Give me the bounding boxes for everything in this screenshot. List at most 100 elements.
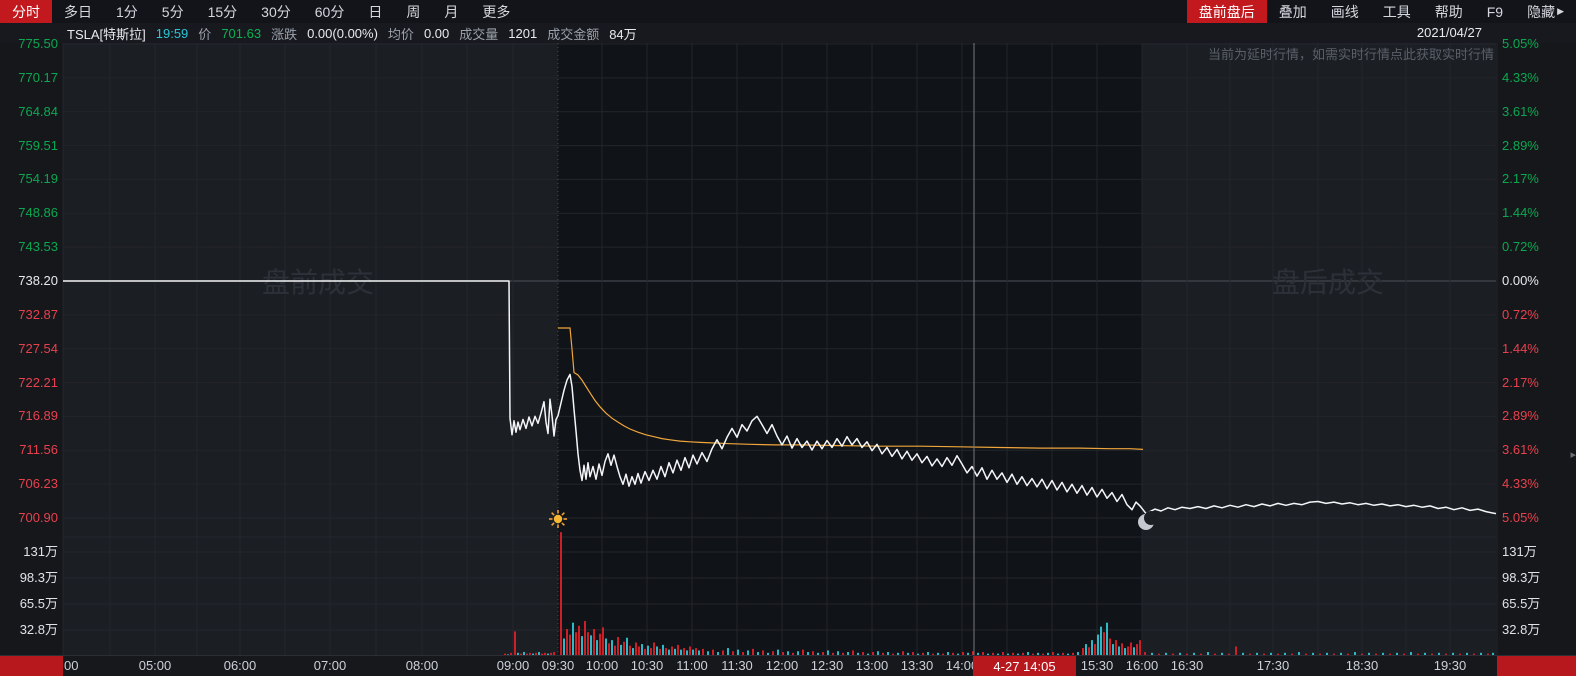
right-panel-handle-icon[interactable]: ▸ <box>1570 449 1576 461</box>
menu-item-5[interactable]: 30分 <box>261 3 291 20</box>
volume-bar <box>1097 634 1099 656</box>
menu-item-5[interactable]: F9 <box>1486 3 1504 20</box>
volume-bar <box>617 636 619 656</box>
volume-bar <box>867 653 869 656</box>
volume-bar <box>1037 652 1039 656</box>
price-axis-label: 700.90 <box>18 510 58 525</box>
volume-bar <box>626 637 628 656</box>
menu-item-8[interactable]: 周 <box>406 3 421 20</box>
volume-bar <box>566 629 568 656</box>
volume-bar <box>510 652 512 656</box>
time-tick-label: 12:00 <box>765 658 799 673</box>
crosshair-time-label: 4-27 14:05 <box>973 656 1076 676</box>
volume-bar <box>1375 653 1377 656</box>
menu-item-9[interactable]: 月 <box>444 3 459 20</box>
menu-item-3[interactable]: 工具 <box>1382 3 1411 20</box>
volume-value: 1201 <box>508 25 538 41</box>
volume-bar <box>797 651 799 656</box>
volume-bar <box>641 644 643 656</box>
menu-item-6[interactable]: 隐藏 ▶ <box>1515 0 1576 23</box>
delayed-quote-notice[interactable]: 当前为延时行情，如需实时行情点此获取实时行情 <box>1207 47 1494 62</box>
volume-bar <box>1082 648 1084 656</box>
volume-bar <box>1118 646 1120 656</box>
volume-bar <box>614 645 616 656</box>
volume-bar <box>992 652 994 656</box>
volume-bar <box>1221 652 1223 656</box>
percent-axis-label: 2.89% <box>1502 137 1539 153</box>
volume-bar <box>1263 653 1265 656</box>
volume-bar <box>1389 653 1391 656</box>
volume-bar <box>644 648 646 656</box>
volume-bar <box>1200 653 1202 656</box>
time-tick-label: 17:30 <box>1256 658 1290 673</box>
volume-bar <box>647 645 649 656</box>
volume-bar <box>1319 653 1321 656</box>
volume-bar <box>1291 653 1293 656</box>
volume-bar <box>777 649 779 656</box>
volume-bar <box>1027 652 1029 656</box>
axis-corner-block-left <box>0 656 63 676</box>
volume-bar <box>772 651 774 656</box>
volume-bar <box>671 646 673 656</box>
volume-bar <box>1431 653 1433 656</box>
volume-bar <box>1417 653 1419 656</box>
volume-bar <box>717 652 719 656</box>
volume-bar <box>1256 652 1258 656</box>
menu-item-4[interactable]: 15分 <box>207 3 238 20</box>
volume-bar <box>752 648 754 656</box>
menu-item-7[interactable]: 日 <box>368 3 383 20</box>
volume-bar <box>917 653 919 656</box>
volume-bar <box>982 652 984 656</box>
quote-time: 19:59 <box>155 25 189 41</box>
volume-bar <box>952 652 954 656</box>
volume-bar <box>698 650 700 656</box>
volume-bar <box>1452 652 1454 656</box>
volume-bar <box>587 632 589 656</box>
volume-bar <box>1100 626 1102 656</box>
volume-bar <box>1047 652 1049 656</box>
menu-item-1[interactable]: 多日 <box>64 3 92 20</box>
volume-bar <box>1172 653 1174 656</box>
volume-bar <box>762 650 764 656</box>
menu-item-0-active[interactable]: 盘前盘后 <box>1186 0 1267 23</box>
volume-bar <box>1403 653 1405 656</box>
quote-date: 2021/04/27 <box>1416 25 1482 40</box>
percent-axis-label: 4.33% <box>1502 476 1539 492</box>
volume-axis-label-right: 65.5万 <box>1502 596 1541 611</box>
volume-bar <box>1354 652 1356 656</box>
volume-bar <box>578 625 580 656</box>
average-price-line <box>558 327 1144 450</box>
volume-bar <box>608 643 610 656</box>
avg-price-label: 均价 <box>387 26 414 42</box>
menu-item-6[interactable]: 60分 <box>314 3 345 20</box>
menu-item-2[interactable]: 画线 <box>1330 3 1359 20</box>
volume-bar <box>1121 643 1123 656</box>
volume-bar <box>782 652 784 656</box>
menu-item-2[interactable]: 1分 <box>116 3 138 20</box>
menu-item-3[interactable]: 5分 <box>161 3 184 20</box>
volume-bar <box>897 652 899 656</box>
menu-item-4[interactable]: 帮助 <box>1434 3 1463 20</box>
volume-bar <box>802 649 804 656</box>
menu-item-1[interactable]: 叠加 <box>1278 3 1307 20</box>
volume-bar <box>1151 652 1153 656</box>
volume-bar <box>1214 653 1216 656</box>
volume-bar <box>817 652 819 656</box>
volume-bar <box>1487 653 1489 656</box>
volume-bar <box>937 652 939 656</box>
volume-bar <box>807 652 809 656</box>
volume-bar <box>1002 652 1004 656</box>
price-label: 价 <box>198 26 212 42</box>
menu-item-0-active[interactable]: 分时 <box>0 0 52 23</box>
volume-bar <box>967 652 969 656</box>
volume-bar <box>1091 640 1093 656</box>
price-axis-label: 738.20 <box>18 273 58 288</box>
volume-bar <box>747 650 749 656</box>
menu-item-10[interactable]: 更多 <box>482 3 511 20</box>
volume-bar <box>742 652 744 656</box>
volume-bar <box>635 642 637 656</box>
time-tick-label: 12:30 <box>810 658 844 673</box>
volume-bar <box>907 652 909 656</box>
volume-bar <box>550 652 552 656</box>
